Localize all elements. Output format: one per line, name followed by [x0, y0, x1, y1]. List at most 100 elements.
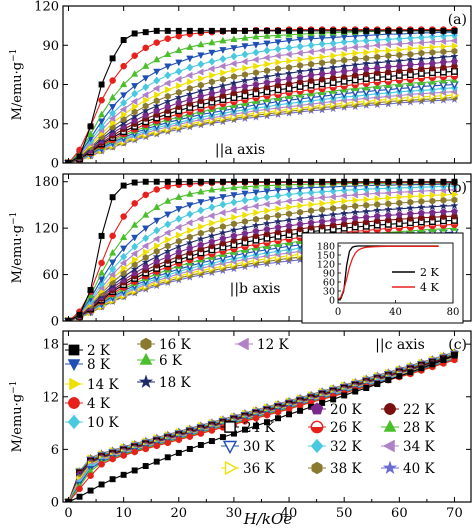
- point-10-k-19: [274, 191, 282, 200]
- point-14-k-22: [308, 54, 316, 62]
- point-18-k-11: [185, 238, 194, 247]
- point-14-k-28: [374, 47, 382, 55]
- point-18-k-7: [141, 257, 150, 266]
- point-2-k-30: [396, 27, 403, 34]
- point-6-k-11: [186, 190, 194, 197]
- point-18-k-25: [340, 209, 349, 217]
- point-8-k-17: [252, 189, 260, 197]
- point-16-k-35: [451, 47, 458, 55]
- point-8-k-11: [186, 202, 194, 209]
- legend-entry-24-k: 24 K: [221, 420, 275, 436]
- legend-entry-8-k: 8 K: [65, 357, 111, 373]
- point-8-k-4: [109, 259, 117, 267]
- point-6-k-16: [241, 182, 249, 190]
- legend-label-2-k: 2 K: [87, 343, 111, 359]
- point-6-k-6: [131, 221, 139, 228]
- point-2-k-6: [131, 467, 138, 474]
- point-16-k-17: [252, 215, 259, 223]
- point-12-k-18: [262, 54, 270, 62]
- point-26-k-31-half: [407, 79, 414, 83]
- legend-entry-26-k: 26 K: [308, 420, 362, 436]
- point-4-k-4: [109, 77, 116, 84]
- legend-marker-34-k: [382, 439, 395, 453]
- point-2-k-19: [275, 178, 281, 185]
- point-8-k-8: [153, 68, 161, 76]
- point-2-k-8: [153, 27, 160, 34]
- point-10-k-23: [318, 187, 326, 196]
- point-26-k-26-half: [352, 84, 359, 88]
- point-4-k-8: [153, 442, 161, 450]
- point-2-k-9: [164, 27, 171, 34]
- point-26-k-28-half: [374, 81, 381, 85]
- legend-label-8-k: 8 K: [87, 357, 111, 373]
- legend-marker-6-k: [139, 352, 153, 365]
- point-8-k-11: [186, 55, 194, 63]
- series-group: [64, 25, 460, 163]
- legend-label-22-k: 22 K: [403, 402, 435, 418]
- point-16-k-13: [208, 78, 215, 86]
- point-10-k-20: [285, 190, 293, 199]
- point-18-k-35: [450, 52, 459, 60]
- point-20-k-31: [406, 210, 414, 217]
- point-12-k-11: [185, 219, 193, 227]
- point-20-k-16: [241, 82, 249, 90]
- point-12-k-27: [362, 190, 369, 198]
- y-tick-label: 0: [51, 157, 59, 172]
- inset-y-tick-label: 30: [323, 287, 335, 298]
- point-12-k-6: [130, 97, 138, 106]
- point-14-k-8: [154, 91, 161, 99]
- point-10-k-11: [186, 63, 194, 72]
- point-10-k-19: [274, 45, 282, 54]
- point-26-k-32-half: [418, 226, 425, 230]
- panel-label: (c): [448, 337, 467, 353]
- point-2-k-13: [208, 178, 215, 185]
- legend-label-38-k: 38 K: [330, 461, 362, 477]
- point-6-k-15: [230, 183, 238, 191]
- legend-entry-18-k: 18 K: [137, 374, 191, 391]
- point-10-k-24: [329, 39, 337, 48]
- point-12-k-34: [439, 37, 447, 45]
- point-2-k-1: [76, 493, 83, 500]
- point-26-k-22-half: [308, 89, 315, 93]
- point-16-k-31: [407, 50, 414, 58]
- point-16-k-14: [219, 223, 226, 231]
- point-4-k-6: [131, 448, 138, 456]
- point-18-k-21: [295, 214, 305, 222]
- point-2-k-2: [87, 287, 94, 294]
- point-18-k-5: [119, 118, 128, 127]
- point-8-k-22: [307, 36, 315, 43]
- point-14-k-29: [385, 194, 393, 202]
- point-20-k-21: [296, 220, 304, 228]
- point-26-k-19-half: [274, 240, 282, 244]
- point-16-k-27: [363, 201, 370, 209]
- point-2-k-30: [396, 373, 403, 380]
- point-2-k-2: [87, 487, 94, 494]
- legend-entry-40-k: 40 K: [381, 460, 435, 477]
- legend-marker-2-k: [68, 344, 80, 356]
- point-8-k-10: [175, 206, 183, 213]
- point-2-k-12: [197, 27, 204, 34]
- point-26-k-30-half: [396, 227, 403, 231]
- point-26-k-27-half: [363, 83, 370, 87]
- point-18-k-29: [384, 205, 393, 214]
- point-20-k-30: [395, 62, 403, 70]
- point-20-k-22: [307, 71, 315, 79]
- legend-marker-18-k: [138, 374, 154, 389]
- point-8-k-21: [296, 36, 304, 44]
- point-26-k-11-half: [186, 259, 193, 263]
- point-12-k-21: [296, 49, 303, 57]
- point-2-k-24: [330, 396, 337, 403]
- point-18-k-17: [251, 74, 261, 83]
- point-12-k-8: [152, 235, 160, 243]
- point-22-k-22: [307, 77, 315, 84]
- point-20-k-18: [263, 225, 271, 233]
- point-20-k-33: [428, 209, 436, 216]
- point-20-k-11: [186, 95, 194, 103]
- point-16-k-9: [164, 242, 171, 250]
- point-2-k-7: [142, 463, 149, 470]
- series-10-k: [64, 31, 458, 163]
- point-20-k-33: [428, 59, 436, 67]
- legend-label-28-k: 28 K: [403, 420, 435, 436]
- legend-marker-40-k: [382, 460, 398, 475]
- point-6-k-8: [153, 203, 161, 210]
